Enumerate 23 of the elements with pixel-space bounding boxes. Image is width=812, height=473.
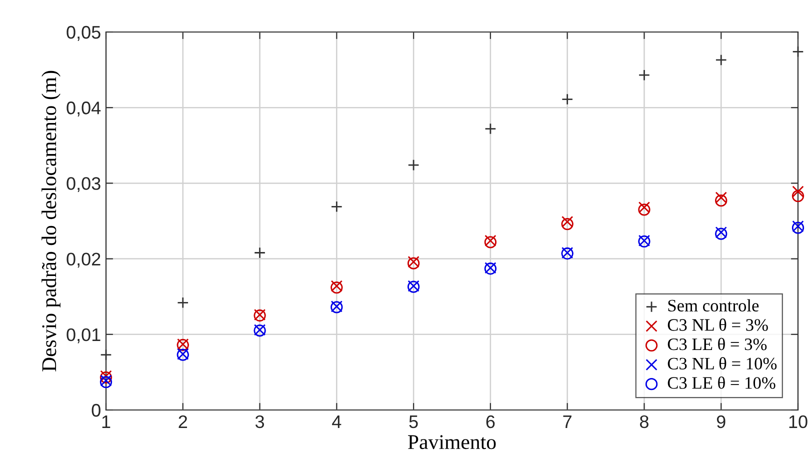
x-tick-label: 5 bbox=[409, 416, 418, 428]
x-tick-label: 10 bbox=[789, 415, 808, 428]
x-tick-label: 2 bbox=[178, 415, 188, 428]
y-tick-label: 0 bbox=[92, 404, 100, 417]
legend-label: Sem controle bbox=[668, 299, 759, 312]
x-tick-label: 9 bbox=[716, 415, 726, 428]
x-tick-label: 4 bbox=[332, 416, 342, 428]
y-tick-label: 0,05 bbox=[66, 26, 100, 41]
x-tick-label: 8 bbox=[640, 415, 648, 428]
legend-label: C3 LE θ = 3% bbox=[668, 338, 767, 350]
y-axis-title: Desvio padrão do deslocamento (m) bbox=[42, 70, 60, 372]
y-tick-label: 0,01 bbox=[66, 328, 100, 344]
x-tick-label: 3 bbox=[255, 415, 264, 428]
y-tick-label: 0,02 bbox=[66, 252, 100, 268]
x-axis-title: Pavimento bbox=[408, 435, 496, 450]
x-tick-label: 1 bbox=[102, 416, 110, 428]
y-tick-label: 0,04 bbox=[66, 102, 101, 116]
x-tick-label: 6 bbox=[486, 415, 495, 428]
legend-label: C3 NL θ = 10% bbox=[668, 357, 777, 370]
x-tick-label: 7 bbox=[563, 416, 572, 428]
y-tick-label: 0,03 bbox=[66, 177, 100, 192]
legend-label: C3 LE θ = 10% bbox=[668, 376, 776, 389]
legend-label: C3 NL θ = 3% bbox=[668, 318, 768, 331]
